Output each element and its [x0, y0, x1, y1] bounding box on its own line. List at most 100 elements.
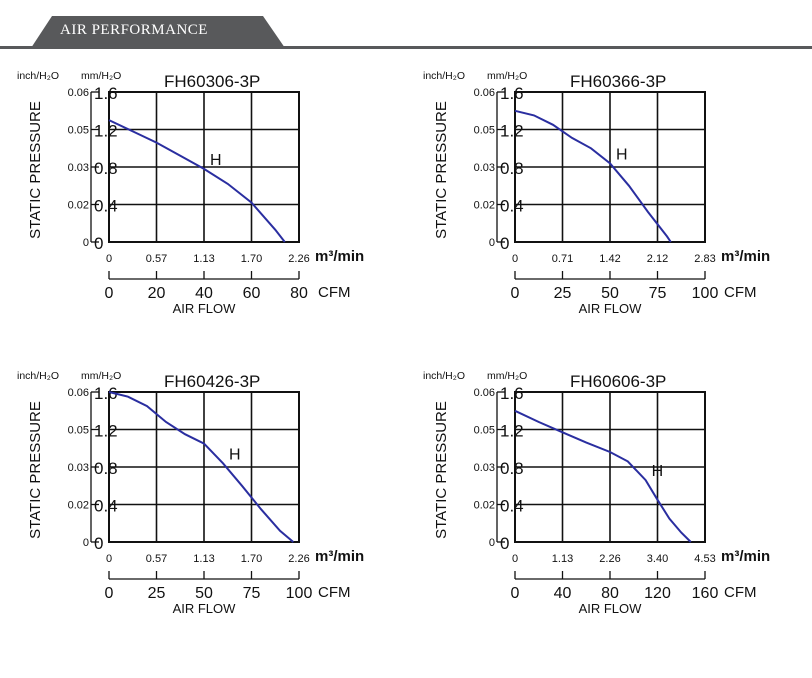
y-tick-label-inch: 0.02: [68, 200, 89, 212]
x-tick-label-cfm: 75: [243, 585, 261, 602]
chart-title: FH60306-3P: [164, 72, 260, 91]
y-tick-label-mm: 1.6: [500, 84, 524, 103]
x-tick-label-m3: 0: [512, 553, 518, 565]
y-tick-label-inch: 0.05: [68, 125, 89, 137]
y-tick-label-inch: 0: [83, 237, 89, 249]
x-tick-label-m3: 1.70: [241, 253, 262, 265]
y-tick-label-inch: 0.03: [68, 462, 89, 474]
plot-frame: [108, 391, 300, 543]
chart-title: FH60606-3P: [570, 372, 666, 391]
x-axis-label: AIR FLOW: [579, 301, 643, 316]
chart-title: FH60366-3P: [570, 72, 666, 91]
section-header: AIR PERFORMANCE: [0, 0, 812, 52]
x-tick-label-m3: 1.13: [552, 553, 573, 565]
x-tick-label-m3: 2.26: [288, 553, 309, 565]
x-axis-label: AIR FLOW: [173, 301, 237, 316]
x-tick-label-m3: 0: [106, 253, 112, 265]
x-axis-label: AIR FLOW: [579, 601, 643, 616]
y-axis-label: STATIC PRESSURE: [27, 101, 44, 239]
y-tick-label-mm: 0.8: [500, 159, 524, 178]
x-tick-label-m3: 4.53: [694, 553, 715, 565]
series-line: [514, 109, 672, 243]
x-tick-label-cfm: 60: [243, 285, 261, 302]
series-label: H: [229, 446, 241, 463]
x-tick-label-cfm: 160: [692, 585, 719, 602]
x-tick-label-cfm: 25: [554, 285, 572, 302]
chart-fh60426-3p: FH60426-3P inch/H₂O mm/H₂O STATIC PRESSURE 1…: [17, 370, 364, 616]
y-tick-label-inch: 0: [489, 537, 495, 549]
series-label: H: [616, 146, 628, 163]
x-tick-label-cfm: 25: [148, 585, 166, 602]
x-tick-label-m3: 0.57: [146, 553, 167, 565]
chart-fh60306-3p: FH60306-3P inch/H₂O mm/H₂O STATIC PRESSURE 1…: [17, 70, 364, 316]
y-tick-label-inch: 0.05: [68, 425, 89, 437]
plot-frame: [108, 91, 300, 243]
x-tick-label-m3: 3.40: [647, 553, 668, 565]
y-tick-label-inch: 0: [489, 237, 495, 249]
y-tick-label-mm: 0: [500, 234, 509, 253]
y-tick-label-mm: 0: [500, 534, 509, 553]
series-label: H: [652, 463, 664, 480]
section-header-bar: [0, 16, 812, 49]
y-tick-label-inch: 0.05: [474, 425, 495, 437]
y-tick-label-mm: 0.4: [94, 197, 118, 216]
y-tick-label-inch: 0.03: [68, 162, 89, 174]
y-tick-label-mm: 1.2: [500, 422, 524, 441]
x-unit-cfm-label: CFM: [318, 584, 351, 601]
y-tick-label-inch: 0: [83, 537, 89, 549]
chart-fh60606-3p: FH60606-3P inch/H₂O mm/H₂O STATIC PRESSURE 1…: [423, 370, 770, 616]
y-tick-label-mm: 1.2: [94, 422, 118, 441]
x-tick-label-m3: 2.12: [647, 253, 668, 265]
y-axis-label: STATIC PRESSURE: [27, 401, 44, 539]
y-tick-label-mm: 0.4: [94, 497, 118, 516]
x-tick-label-cfm: 0: [511, 585, 520, 602]
x-tick-label-cfm: 75: [649, 285, 667, 302]
y-tick-label-mm: 0.4: [500, 497, 524, 516]
x-axis-label: AIR FLOW: [173, 601, 237, 616]
y-tick-label-mm: 0.8: [94, 459, 118, 478]
y-tick-label-mm: 0: [94, 234, 103, 253]
series-line: [108, 391, 294, 543]
y-axis-label: STATIC PRESSURE: [433, 401, 450, 539]
y-tick-label-inch: 0.06: [474, 387, 495, 399]
y-tick-label-inch: 0.03: [474, 462, 495, 474]
x-tick-label-cfm: 100: [286, 585, 313, 602]
x-unit-m3-label: m³/min: [315, 548, 364, 565]
x-tick-label-cfm: 0: [511, 285, 520, 302]
y-unit-mm-label: mm/H₂O: [487, 370, 527, 382]
y-unit-inch-label: inch/H₂O: [423, 370, 465, 382]
x-tick-label-cfm: 50: [195, 585, 213, 602]
y-tick-label-inch: 0.02: [474, 500, 495, 512]
y-tick-label-inch: 0.03: [474, 162, 495, 174]
x-tick-label-m3: 1.13: [193, 553, 214, 565]
y-tick-label-mm: 1.6: [500, 384, 524, 403]
x-unit-cfm-label: CFM: [724, 584, 757, 601]
x-tick-label-cfm: 80: [601, 585, 619, 602]
x-tick-label-m3: 0: [512, 253, 518, 265]
x-tick-label-m3: 1.42: [599, 253, 620, 265]
x-tick-label-cfm: 50: [601, 285, 619, 302]
y-tick-label-mm: 1.2: [94, 122, 118, 141]
x-tick-label-m3: 2.26: [599, 553, 620, 565]
y-unit-mm-label: mm/H₂O: [81, 370, 121, 382]
x-tick-label-cfm: 120: [644, 585, 671, 602]
y-tick-label-mm: 1.6: [94, 84, 118, 103]
x-tick-label-m3: 2.26: [288, 253, 309, 265]
y-unit-inch-label: inch/H₂O: [17, 370, 59, 382]
x-unit-m3-label: m³/min: [721, 248, 770, 265]
y-unit-mm-label: mm/H₂O: [81, 70, 121, 82]
x-tick-label-cfm: 40: [554, 585, 572, 602]
series-line: [514, 409, 692, 543]
x-tick-label-m3: 2.83: [694, 253, 715, 265]
x-tick-label-m3: 1.13: [193, 253, 214, 265]
x-tick-label-cfm: 80: [290, 285, 308, 302]
x-tick-label-cfm: 100: [692, 285, 719, 302]
y-unit-inch-label: inch/H₂O: [17, 70, 59, 82]
x-tick-label-cfm: 20: [148, 285, 166, 302]
y-tick-label-mm: 0: [94, 534, 103, 553]
x-unit-m3-label: m³/min: [315, 248, 364, 265]
y-axis-label: STATIC PRESSURE: [433, 101, 450, 239]
x-unit-cfm-label: CFM: [724, 284, 757, 301]
y-tick-label-mm: 0.4: [500, 197, 524, 216]
x-tick-label-cfm: 0: [105, 585, 114, 602]
